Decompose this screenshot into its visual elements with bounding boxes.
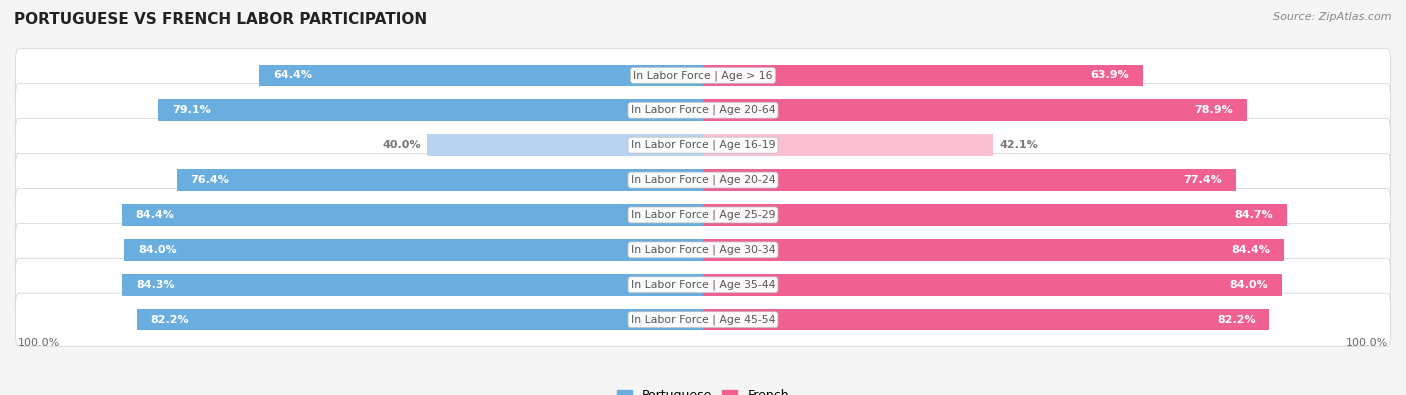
Text: In Labor Force | Age 20-24: In Labor Force | Age 20-24 (631, 175, 775, 185)
Text: 63.9%: 63.9% (1091, 70, 1129, 80)
Text: In Labor Force | Age 30-34: In Labor Force | Age 30-34 (631, 245, 775, 255)
Text: Source: ZipAtlas.com: Source: ZipAtlas.com (1274, 12, 1392, 22)
Bar (177, 169, 703, 191)
Text: 79.1%: 79.1% (172, 105, 211, 115)
Text: In Labor Force | Age > 16: In Labor Force | Age > 16 (633, 70, 773, 81)
Text: In Labor Force | Age 20-64: In Labor Force | Age 20-64 (631, 105, 775, 115)
Bar (427, 134, 703, 156)
Text: 84.0%: 84.0% (1229, 280, 1268, 290)
Bar (703, 100, 1247, 121)
Text: 84.0%: 84.0% (138, 245, 177, 255)
Text: In Labor Force | Age 25-29: In Labor Force | Age 25-29 (631, 210, 775, 220)
Bar (157, 100, 703, 121)
Text: In Labor Force | Age 35-44: In Labor Force | Age 35-44 (631, 280, 775, 290)
Bar (122, 274, 703, 295)
Legend: Portuguese, French: Portuguese, French (612, 384, 794, 395)
Text: 100.0%: 100.0% (17, 339, 59, 348)
Text: 82.2%: 82.2% (150, 315, 188, 325)
FancyBboxPatch shape (15, 258, 1391, 311)
Text: 64.4%: 64.4% (273, 70, 312, 80)
Text: In Labor Force | Age 16-19: In Labor Force | Age 16-19 (631, 140, 775, 150)
Text: 82.2%: 82.2% (1218, 315, 1256, 325)
Text: 84.4%: 84.4% (1232, 245, 1271, 255)
Bar (259, 64, 703, 86)
Bar (703, 134, 993, 156)
Text: PORTUGUESE VS FRENCH LABOR PARTICIPATION: PORTUGUESE VS FRENCH LABOR PARTICIPATION (14, 12, 427, 27)
Text: 77.4%: 77.4% (1184, 175, 1222, 185)
Text: 100.0%: 100.0% (1347, 339, 1389, 348)
Text: 84.4%: 84.4% (135, 210, 174, 220)
Text: 78.9%: 78.9% (1194, 105, 1233, 115)
Text: In Labor Force | Age 45-54: In Labor Force | Age 45-54 (631, 314, 775, 325)
Text: 42.1%: 42.1% (1000, 140, 1039, 150)
FancyBboxPatch shape (15, 293, 1391, 346)
Bar (703, 239, 1285, 261)
Bar (703, 64, 1143, 86)
Bar (703, 169, 1236, 191)
FancyBboxPatch shape (15, 223, 1391, 276)
Bar (703, 274, 1282, 295)
FancyBboxPatch shape (15, 188, 1391, 241)
FancyBboxPatch shape (15, 118, 1391, 172)
Bar (121, 204, 703, 226)
FancyBboxPatch shape (15, 84, 1391, 137)
Bar (136, 309, 703, 331)
Text: 76.4%: 76.4% (190, 175, 229, 185)
FancyBboxPatch shape (15, 154, 1391, 207)
Bar (703, 204, 1286, 226)
Text: 84.3%: 84.3% (136, 280, 174, 290)
Bar (703, 309, 1270, 331)
Text: 40.0%: 40.0% (382, 140, 420, 150)
Bar (124, 239, 703, 261)
Text: 84.7%: 84.7% (1234, 210, 1272, 220)
FancyBboxPatch shape (15, 49, 1391, 102)
